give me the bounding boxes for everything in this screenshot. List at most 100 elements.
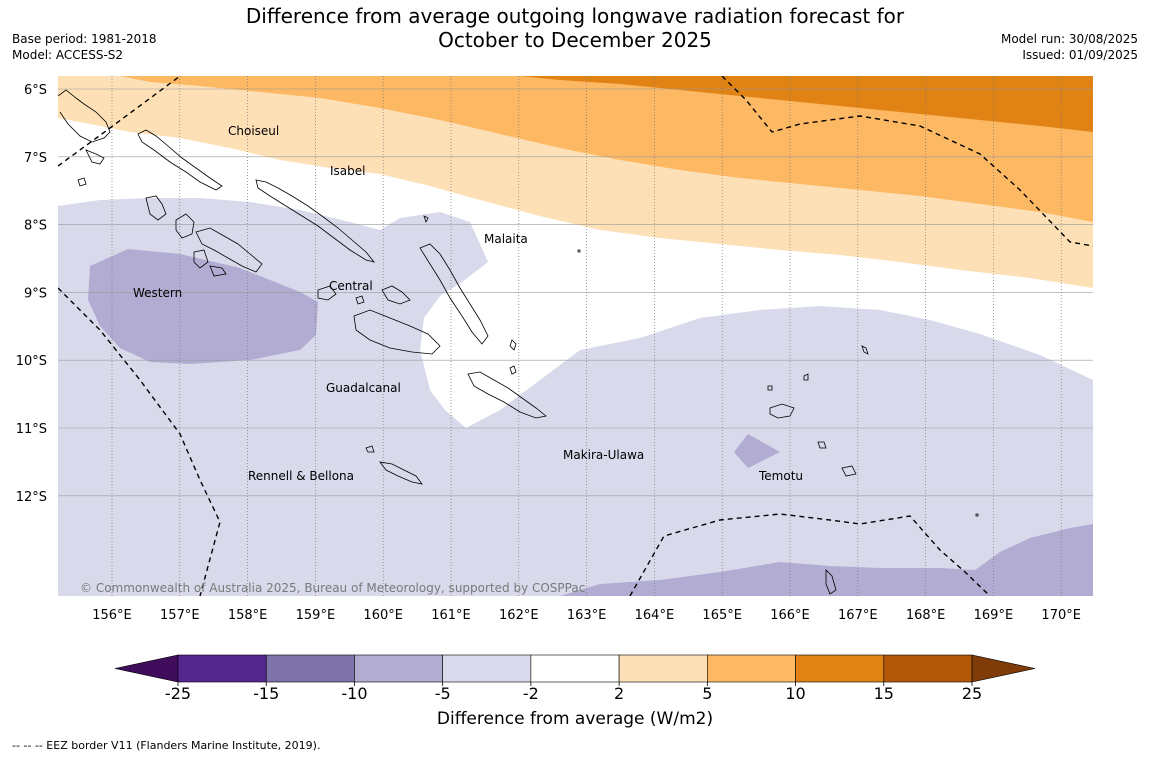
- coast-tetepare: [209, 265, 227, 277]
- coast-malaita: [419, 243, 489, 345]
- coast-reef-islands: [803, 373, 809, 381]
- lat-label: 8°S: [24, 219, 47, 234]
- colorbar-tick-label: -10: [341, 684, 367, 703]
- eez-west: [58, 287, 221, 596]
- label-central: Central: [329, 279, 373, 293]
- lon-label: 169°E: [974, 608, 1014, 623]
- base-period: Base period: 1981-2018: [12, 32, 157, 46]
- band-minus5-to-minus10-temotu: [734, 434, 780, 468]
- coast-sikaiana: [577, 249, 581, 253]
- label-choiseul: Choiseul: [228, 124, 279, 138]
- model-name: Model: ACCESS-S2: [12, 48, 124, 62]
- lat-label: 7°S: [24, 151, 47, 166]
- lon-label: 158°E: [228, 608, 268, 623]
- coast-south-malaita: [509, 339, 517, 351]
- coast-utupua: [817, 441, 827, 449]
- lon-label: 163°E: [567, 608, 607, 623]
- coast-small-islet-1: [77, 177, 87, 187]
- label-rennell-bellona: Rennell & Bellona: [248, 469, 354, 483]
- label-temotu: Temotu: [758, 469, 803, 483]
- lat-label: 12°S: [16, 490, 47, 505]
- colorbar-segment: [795, 654, 885, 683]
- coast-ontong-java: [423, 215, 429, 224]
- colorbar-tick-label: -2: [523, 684, 539, 703]
- latitude-gridlines: [58, 88, 1093, 497]
- colorbar-segment: [265, 654, 355, 683]
- coast-new-georgia: [195, 227, 263, 273]
- lon-label: 164°E: [635, 608, 675, 623]
- coast-vanikoro: [841, 465, 857, 477]
- label-malaita: Malaita: [484, 232, 528, 246]
- lon-label: 166°E: [770, 608, 810, 623]
- lat-label: 11°S: [16, 422, 47, 437]
- colorbar-tick-label: 5: [702, 684, 712, 703]
- colorbar-tick-label: 25: [962, 684, 982, 703]
- coast-buka-islets: [85, 149, 105, 165]
- colorbar-segment: [177, 654, 267, 683]
- eez-north-east: [721, 76, 1093, 247]
- map-title: Difference from average outgoing longwav…: [0, 4, 1150, 52]
- lon-label: 159°E: [296, 608, 336, 623]
- colorbar-tick-label: -5: [435, 684, 451, 703]
- colorbar-tick-label: -15: [253, 684, 279, 703]
- label-makira-ulawa: Makira-Ulawa: [563, 448, 644, 462]
- colorbar-extend-high: [971, 654, 1036, 683]
- coast-makira: [467, 371, 547, 419]
- issued-date: Issued: 01/09/2025: [1022, 48, 1138, 62]
- model-run: Model run: 30/08/2025: [1000, 32, 1138, 46]
- map-title-line-2: October to December 2025: [438, 28, 712, 52]
- label-western: Western: [133, 286, 182, 300]
- colorbar-tick-label: 15: [874, 684, 894, 703]
- lon-label: 170°E: [1041, 608, 1081, 623]
- colorbar-segment: [618, 654, 708, 683]
- meta-left: Base period: 1981-2018 Model: ACCESS-S2: [12, 31, 157, 63]
- coast-ugi: [509, 365, 517, 375]
- lon-label: 162°E: [499, 608, 539, 623]
- colorbar-tick-label: -25: [165, 684, 191, 703]
- coast-vanuatu-north: [825, 569, 837, 595]
- latitude-labels: 6°S 7°S 8°S 9°S 10°S 11°S 12°S: [16, 83, 47, 505]
- lon-label: 156°E: [92, 608, 132, 623]
- colorbar-segment: [354, 654, 443, 683]
- map-title-line-1: Difference from average outgoing longwav…: [245, 4, 905, 28]
- colorbar-segment: [442, 654, 532, 683]
- coast-savo: [355, 295, 365, 305]
- lon-label: 157°E: [160, 608, 200, 623]
- map-area: Choiseul Isabel Malaita Western Central …: [58, 76, 1093, 596]
- label-isabel: Isabel: [330, 164, 365, 178]
- colorbar-tick-label: 2: [614, 684, 624, 703]
- eez-north-west: [58, 76, 181, 167]
- colorbar-segment: [707, 654, 796, 683]
- colorbar: -25 -15 -10 -5 -2 2 5 10 15 25: [114, 654, 1036, 703]
- coast-santa-cruz: [769, 403, 795, 419]
- coast-guadalcanal: [353, 309, 441, 355]
- lat-label: 6°S: [24, 83, 47, 98]
- eez-borders: [58, 76, 1093, 596]
- meta-right: Model run: 30/08/2025 Issued: 01/09/2025: [1001, 31, 1138, 63]
- coast-vella-lavella: [145, 195, 167, 221]
- coast-florida: [381, 285, 411, 305]
- band-5-to-10: [120, 76, 1093, 222]
- colorbar-extend-low: [114, 654, 179, 683]
- lon-label: 167°E: [838, 608, 878, 623]
- eez-footnote: -- -- -- EEZ border V11 (Flanders Marine…: [12, 739, 321, 752]
- copyright-text: © Commonwealth of Australia 2025, Bureau…: [80, 581, 585, 595]
- coast-anuta: [975, 513, 979, 517]
- coast-temotu-islet: [767, 385, 773, 391]
- coast-russell: [317, 285, 337, 301]
- colorbar-title: Difference from average (W/m2): [436, 709, 714, 729]
- coast-choiseul: [137, 129, 223, 191]
- colorbar-segment: [530, 654, 620, 683]
- band-minus5-to-minus10-west: [88, 249, 318, 364]
- province-labels: Choiseul Isabel Malaita Western Central …: [133, 124, 803, 483]
- coast-rendova: [193, 249, 209, 269]
- lon-label: 168°E: [906, 608, 946, 623]
- lon-label: 165°E: [702, 608, 742, 623]
- coast-bellona: [365, 445, 375, 453]
- lat-label: 10°S: [16, 354, 47, 369]
- lon-label: 161°E: [431, 608, 471, 623]
- eez-south: [629, 513, 991, 596]
- label-guadalcanal: Guadalcanal: [326, 381, 401, 395]
- coastlines: [58, 89, 979, 595]
